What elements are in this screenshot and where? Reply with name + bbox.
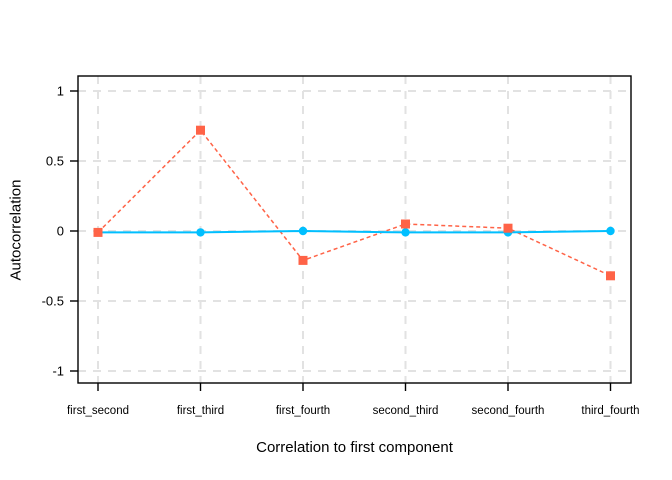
data-point-square [298, 255, 308, 265]
x-tick-label: second_third [373, 405, 439, 417]
y-tick-label: -1 [52, 364, 64, 379]
data-point-circle [606, 226, 615, 236]
y-axis-title: Autocorrelation [7, 179, 25, 281]
x-tick-label: first_second [67, 405, 129, 417]
data-point-circle [298, 226, 308, 236]
series-line-blue-solid [98, 229, 611, 234]
y-tick-label: 0 [57, 224, 64, 239]
y-tick-label: 0.5 [46, 154, 64, 169]
y-tick-label: 1 [57, 84, 64, 99]
x-tick-label: second_fourth [472, 405, 545, 417]
data-point-square [606, 271, 615, 281]
series-line-red-dashed [97, 129, 611, 277]
data-point-square [401, 219, 410, 229]
data-point-circle [196, 228, 205, 237]
data-point-square [196, 125, 205, 135]
data-point-square [503, 223, 513, 233]
data-point-square [93, 227, 103, 237]
x-tick-label: first_third [177, 405, 224, 417]
data-point-circle [401, 228, 410, 237]
plot-border [77, 75, 632, 384]
x-tick-label: third_fourth [581, 405, 639, 417]
x-tick-label: first_fourth [276, 405, 330, 417]
x-axis-title: Correlation to first component [256, 439, 453, 456]
y-tick-label: -0.5 [42, 294, 64, 309]
